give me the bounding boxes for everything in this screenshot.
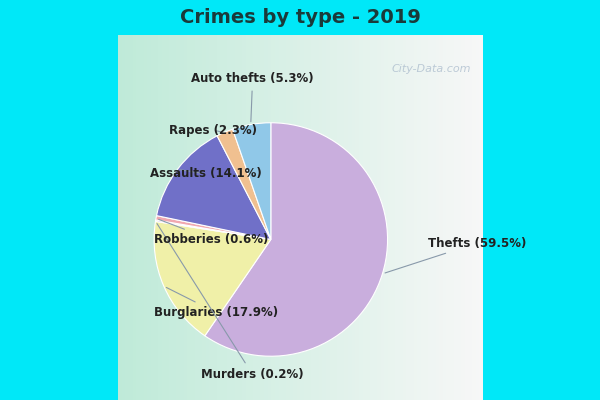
Text: Thefts (59.5%): Thefts (59.5%) xyxy=(385,237,526,273)
Text: Auto thefts (5.3%): Auto thefts (5.3%) xyxy=(191,72,314,122)
Wedge shape xyxy=(155,220,271,240)
Text: Robberies (0.6%): Robberies (0.6%) xyxy=(154,219,268,246)
Text: Assaults (14.1%): Assaults (14.1%) xyxy=(151,167,262,180)
Wedge shape xyxy=(157,136,271,240)
Text: City-Data.com: City-Data.com xyxy=(392,64,472,74)
Wedge shape xyxy=(205,123,388,356)
Text: Murders (0.2%): Murders (0.2%) xyxy=(157,224,304,381)
Text: Crimes by type - 2019: Crimes by type - 2019 xyxy=(179,8,421,27)
Text: Burglaries (17.9%): Burglaries (17.9%) xyxy=(154,288,278,319)
Wedge shape xyxy=(154,221,271,336)
Wedge shape xyxy=(217,129,271,240)
Wedge shape xyxy=(156,216,271,240)
Text: Rapes (2.3%): Rapes (2.3%) xyxy=(169,124,257,136)
Wedge shape xyxy=(233,123,271,240)
